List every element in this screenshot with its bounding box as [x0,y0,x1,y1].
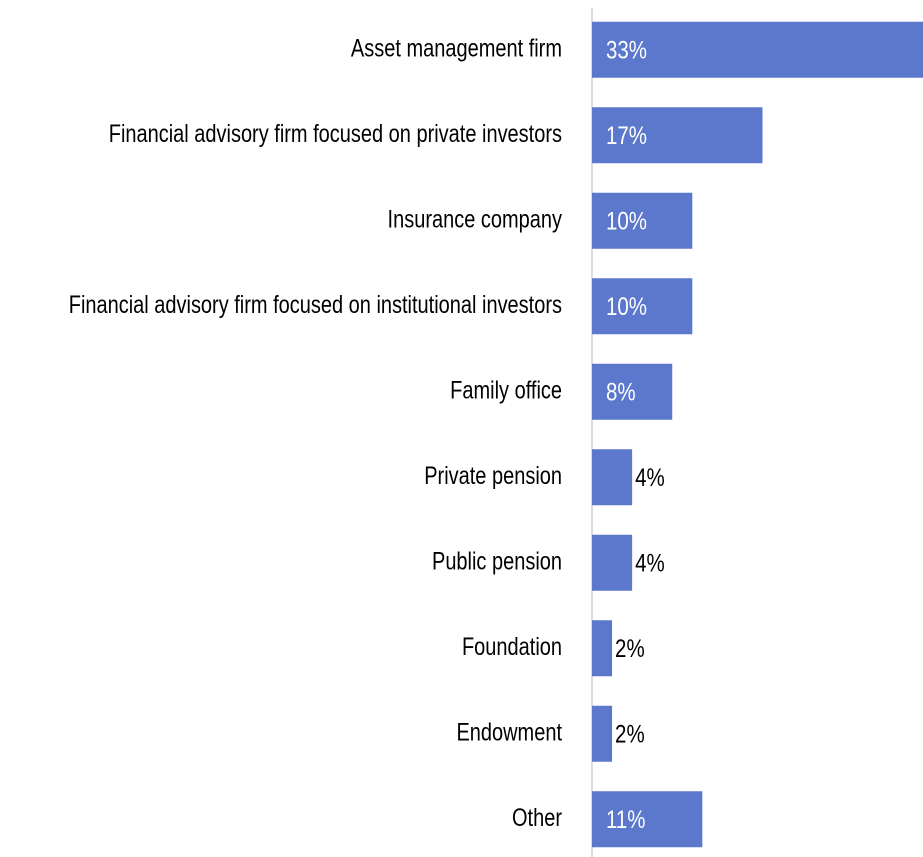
value-label: 4% [635,548,665,576]
bar [592,192,693,249]
bar [592,21,923,78]
value-label: 8% [606,377,636,405]
value-label: 10% [606,206,647,234]
category-label: Endowment [456,718,562,746]
value-label: 10% [606,292,647,320]
value-label: 2% [615,719,645,747]
category-label: Family office [450,376,562,404]
bar [592,363,673,420]
category-label: Insurance company [388,205,563,233]
category-label: Public pension [432,547,562,575]
value-label: 33% [606,35,647,63]
category-label: Foundation [462,633,562,661]
bar [592,449,633,506]
bar [592,705,613,762]
category-label: Asset management firm [351,34,562,62]
value-label: 2% [615,634,645,662]
category-label: Other [512,804,562,832]
bar [592,534,633,591]
value-label: 17% [606,121,647,149]
value-label: 11% [606,805,646,833]
bar [592,791,703,848]
category-label: Private pension [424,462,562,490]
value-label: 4% [635,463,665,491]
category-label: Financial advisory firm focused on priva… [109,120,562,148]
bar [592,107,763,164]
bar [592,620,613,677]
bar [592,278,693,335]
category-label: Financial advisory firm focused on insti… [69,291,562,319]
